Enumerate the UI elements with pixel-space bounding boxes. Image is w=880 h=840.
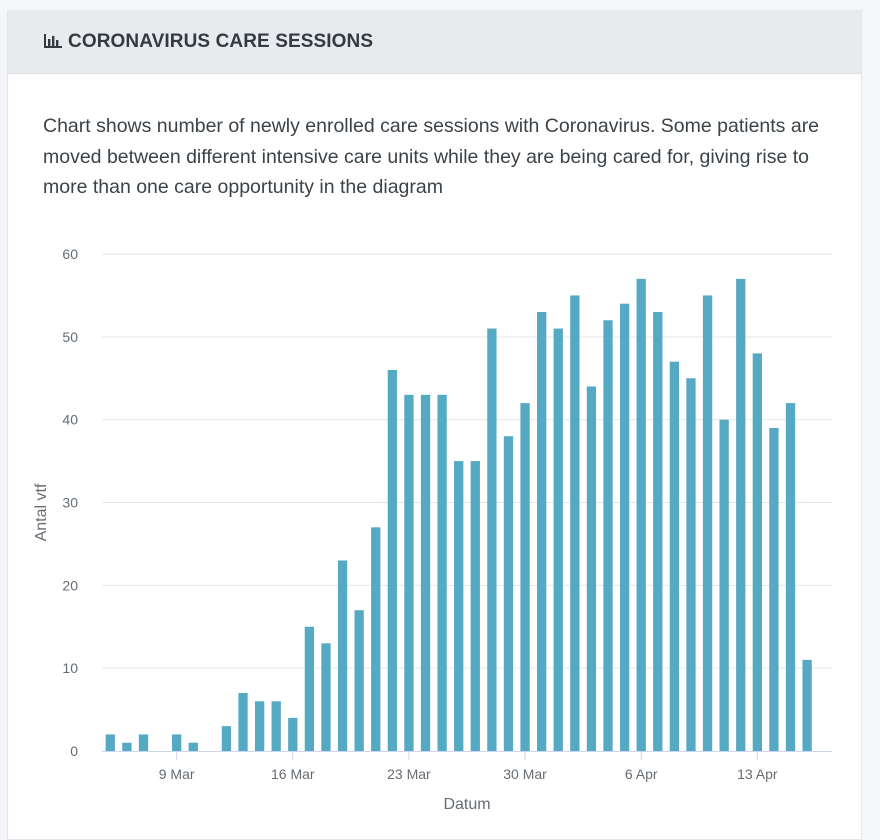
y-tick-label: 60 [62, 246, 78, 262]
x-tick-label: 13 Apr [737, 766, 778, 782]
bar [719, 419, 729, 751]
bar [470, 461, 480, 751]
y-tick-label: 30 [62, 495, 78, 511]
x-axis-title: Datum [443, 796, 490, 813]
bar [321, 643, 331, 751]
bar [354, 610, 364, 751]
bar [371, 527, 381, 751]
bar [570, 295, 580, 751]
bar [553, 328, 563, 751]
y-tick-label: 0 [70, 743, 78, 759]
bar [669, 361, 680, 751]
bar-chart-icon [44, 33, 62, 49]
x-tick-label: 16 Mar [271, 766, 315, 782]
bar [271, 701, 281, 751]
bar [537, 311, 547, 751]
card-title: CORONAVIRUS CARE SESSIONS [68, 31, 374, 52]
bar [586, 386, 597, 751]
bar [437, 394, 447, 751]
x-tick-label: 6 Apr [625, 766, 658, 782]
bar [122, 742, 132, 751]
bar [172, 734, 182, 751]
chart-card: CORONAVIRUS CARE SESSIONS Chart shows nu… [7, 10, 862, 840]
y-tick-label: 20 [62, 577, 78, 593]
bar [337, 560, 348, 751]
bar [520, 403, 530, 751]
bar [221, 726, 232, 751]
bar [254, 701, 265, 751]
bar [454, 461, 464, 751]
bar [686, 378, 696, 751]
bar [802, 659, 812, 751]
bar [636, 278, 646, 751]
bar [420, 394, 431, 751]
chart-description: Chart shows number of newly enrolled car… [43, 115, 820, 198]
y-tick-label: 40 [62, 412, 78, 428]
x-tick-label: 23 Mar [387, 766, 431, 782]
x-tick-label: 9 Mar [159, 766, 195, 782]
bar [769, 427, 779, 751]
bar [702, 295, 713, 751]
bar [503, 436, 514, 751]
bar [138, 734, 149, 751]
bar [736, 278, 746, 751]
bar [404, 394, 414, 751]
bar [105, 734, 115, 751]
bar [288, 717, 298, 751]
bar [752, 353, 762, 751]
bar [619, 303, 630, 751]
card-header: CORONAVIRUS CARE SESSIONS [8, 11, 861, 74]
y-tick-label: 50 [62, 329, 78, 345]
bar [487, 328, 497, 751]
bar [304, 626, 315, 751]
x-tick-label: 30 Mar [503, 766, 547, 782]
bar [238, 693, 248, 751]
bar [785, 403, 796, 751]
y-axis-title: Antal vtf [33, 483, 50, 541]
bar [188, 742, 198, 751]
bar [653, 311, 663, 751]
bar [387, 369, 397, 751]
bar [603, 320, 613, 751]
y-tick-label: 10 [62, 660, 78, 676]
